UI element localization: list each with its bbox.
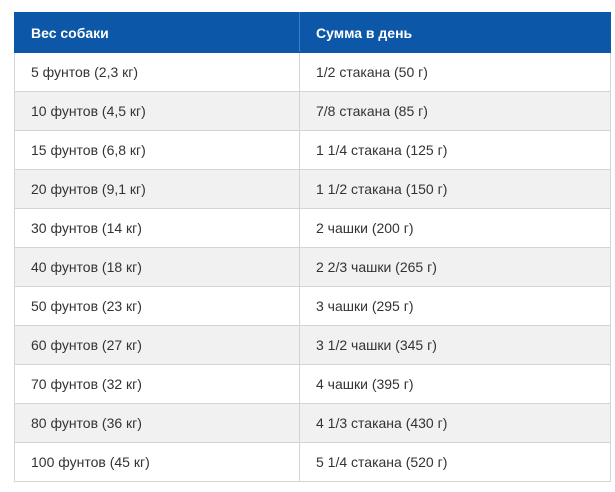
cell-dog-weight: 100 фунтов (45 кг): [14, 442, 300, 482]
table-row: 15 фунтов (6,8 кг) 1 1/4 стакана (125 г): [14, 130, 611, 170]
cell-daily-amount: 1 1/4 стакана (125 г): [299, 130, 611, 170]
cell-daily-amount: 3 1/2 чашки (345 г): [299, 325, 611, 365]
header-daily-amount: Сумма в день: [299, 12, 611, 53]
cell-daily-amount: 1 1/2 стакана (150 г): [299, 169, 611, 209]
cell-dog-weight: 15 фунтов (6,8 кг): [14, 130, 300, 170]
cell-dog-weight: 20 фунтов (9,1 кг): [14, 169, 300, 209]
table-row: 40 фунтов (18 кг) 2 2/3 чашки (265 г): [14, 247, 611, 287]
cell-daily-amount: 5 1/4 стакана (520 г): [299, 442, 611, 482]
cell-dog-weight: 50 фунтов (23 кг): [14, 286, 300, 326]
cell-dog-weight: 5 фунтов (2,3 кг): [14, 52, 300, 92]
cell-daily-amount: 3 чашки (295 г): [299, 286, 611, 326]
cell-daily-amount: 2 2/3 чашки (265 г): [299, 247, 611, 287]
cell-dog-weight: 30 фунтов (14 кг): [14, 208, 300, 248]
table-row: 50 фунтов (23 кг) 3 чашки (295 г): [14, 286, 611, 326]
cell-daily-amount: 7/8 стакана (85 г): [299, 91, 611, 131]
cell-dog-weight: 60 фунтов (27 кг): [14, 325, 300, 365]
cell-dog-weight: 40 фунтов (18 кг): [14, 247, 300, 287]
cell-daily-amount: 2 чашки (200 г): [299, 208, 611, 248]
table-row: 10 фунтов (4,5 кг) 7/8 стакана (85 г): [14, 91, 611, 131]
table-body: 5 фунтов (2,3 кг) 1/2 стакана (50 г) 10 …: [14, 52, 611, 482]
header-row: Вес собаки Сумма в день: [14, 12, 611, 53]
table-row: 30 фунтов (14 кг) 2 чашки (200 г): [14, 208, 611, 248]
cell-dog-weight: 80 фунтов (36 кг): [14, 403, 300, 443]
table-row: 5 фунтов (2,3 кг) 1/2 стакана (50 г): [14, 52, 611, 92]
cell-daily-amount: 4 1/3 стакана (430 г): [299, 403, 611, 443]
table-row: 80 фунтов (36 кг) 4 1/3 стакана (430 г): [14, 403, 611, 443]
cell-dog-weight: 70 фунтов (32 кг): [14, 364, 300, 404]
table-row: 60 фунтов (27 кг) 3 1/2 чашки (345 г): [14, 325, 611, 365]
table-row: 100 фунтов (45 кг) 5 1/4 стакана (520 г): [14, 442, 611, 482]
cell-daily-amount: 1/2 стакана (50 г): [299, 52, 611, 92]
table-header: Вес собаки Сумма в день: [14, 12, 611, 53]
cell-dog-weight: 10 фунтов (4,5 кг): [14, 91, 300, 131]
cell-daily-amount: 4 чашки (395 г): [299, 364, 611, 404]
header-dog-weight: Вес собаки: [14, 12, 300, 53]
feeding-table: Вес собаки Сумма в день 5 фунтов (2,3 кг…: [14, 12, 611, 482]
table-row: 20 фунтов (9,1 кг) 1 1/2 стакана (150 г): [14, 169, 611, 209]
table-row: 70 фунтов (32 кг) 4 чашки (395 г): [14, 364, 611, 404]
feeding-table-container: Вес собаки Сумма в день 5 фунтов (2,3 кг…: [14, 12, 611, 482]
